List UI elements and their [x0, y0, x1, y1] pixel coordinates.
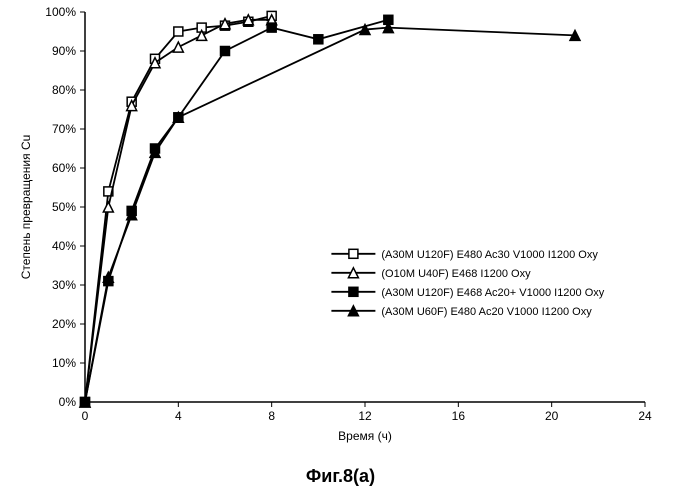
svg-text:40%: 40%: [52, 239, 76, 253]
legend-item: (A30M U120F) E468 Ac20+ V1000 I1200 Oxy: [381, 287, 604, 299]
svg-text:50%: 50%: [52, 200, 76, 214]
svg-text:0%: 0%: [59, 395, 77, 409]
svg-text:0: 0: [82, 409, 89, 423]
legend-item: (O10M U40F) E468 I1200 Oxy: [381, 268, 531, 280]
cu-conversion-chart: 0% 10% 20% 30% 40% 50% 60% 70% 80% 90% 100% 0 4 8 12 16…: [0, 0, 681, 460]
svg-text:70%: 70%: [52, 122, 76, 136]
svg-text:60%: 60%: [52, 161, 76, 175]
legend-item: (A30M U120F) E480 Ac30 V1000 I1200 Oxy: [381, 249, 598, 261]
svg-text:8: 8: [268, 409, 275, 423]
svg-text:100%: 100%: [45, 5, 76, 19]
legend-item: (A30M U60F) E480 Ac20 V1000 I1200 Oxy: [381, 306, 592, 318]
svg-text:12: 12: [358, 409, 372, 423]
svg-text:4: 4: [175, 409, 182, 423]
svg-text:80%: 80%: [52, 83, 76, 97]
series-line: [85, 28, 575, 402]
x-axis-label: Время (ч): [338, 429, 392, 443]
svg-text:16: 16: [452, 409, 466, 423]
y-axis-label: Степень превращения Cu: [19, 135, 33, 280]
svg-text:30%: 30%: [52, 278, 76, 292]
series-line: [85, 16, 272, 402]
svg-text:10%: 10%: [52, 356, 76, 370]
svg-text:90%: 90%: [52, 44, 76, 58]
svg-text:20%: 20%: [52, 317, 76, 331]
svg-text:24: 24: [638, 409, 652, 423]
svg-text:20: 20: [545, 409, 559, 423]
figure-caption: Фиг.8(a): [0, 460, 681, 487]
